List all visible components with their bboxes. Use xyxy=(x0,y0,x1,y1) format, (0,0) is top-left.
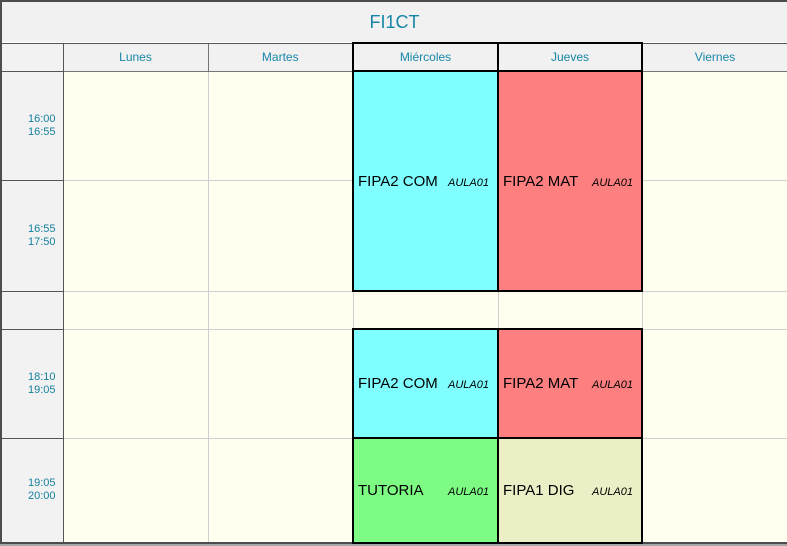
time-end: 17:50 xyxy=(27,235,56,248)
event-fipa2-mat-thu-1810: FIPA2 MAT AULA01 xyxy=(497,328,643,439)
title-row: FI1CT xyxy=(0,0,787,44)
empty-cell-lunes-1905 xyxy=(62,437,209,544)
event-room: AULA01 xyxy=(448,176,489,189)
time-slot-break xyxy=(0,290,64,330)
day-header-row: Lunes Martes Miércoles Jueves Viernes xyxy=(0,42,787,72)
event-title: FIPA2 COM xyxy=(358,172,438,190)
event-title: FIPA1 DIG xyxy=(503,482,575,499)
event-title: FIPA2 MAT xyxy=(503,375,579,392)
slot-row-1655: 16:55 17:50 xyxy=(0,179,787,292)
empty-cell-viernes-1600 xyxy=(641,70,787,181)
corner-cell xyxy=(0,42,64,72)
event-fipa2-com-wed-1810: FIPA2 COM AULA01 xyxy=(352,328,499,439)
time-slot-1810: 18:10 19:05 xyxy=(0,328,64,439)
time-slot-1905: 19:05 20:00 xyxy=(0,437,64,544)
empty-cell-viernes-1655 xyxy=(641,179,787,292)
event-room: AULA01 xyxy=(592,486,633,498)
empty-cell-martes-1655 xyxy=(207,179,354,292)
empty-cell-viernes-1905 xyxy=(641,437,787,544)
event-room: AULA01 xyxy=(592,379,633,391)
empty-cell-lunes-1810 xyxy=(62,328,209,439)
event-room: AULA01 xyxy=(448,486,489,498)
timetable-title: FI1CT xyxy=(0,0,787,44)
break-row xyxy=(0,290,787,330)
page-bottom-strip xyxy=(0,544,787,546)
day-header-jueves: Jueves xyxy=(497,42,643,72)
event-room: AULA01 xyxy=(592,176,633,189)
empty-cell-martes-1810 xyxy=(207,328,354,439)
day-header-miercoles: Miércoles xyxy=(352,42,499,72)
empty-cell-viernes-1810 xyxy=(641,328,787,439)
event-tutoria-wed-1905: TUTORIA AULA01 xyxy=(352,437,499,544)
event-fipa1-dig-thu-1905: FIPA1 DIG AULA01 xyxy=(497,437,643,544)
time-end: 20:00 xyxy=(27,490,56,503)
slot-row-1905: 19:05 20:00 TUTORIA AULA01 FIPA1 DIG AUL… xyxy=(0,437,787,544)
empty-cell-lunes-1655 xyxy=(62,179,209,292)
time-slot-1655: 16:55 17:50 xyxy=(0,179,64,292)
empty-cell-martes-1905 xyxy=(207,437,354,544)
time-slot-1600: 16:00 16:55 xyxy=(0,70,64,181)
event-title: TUTORIA xyxy=(358,482,424,499)
day-header-lunes: Lunes xyxy=(62,42,209,72)
event-title: FIPA2 MAT xyxy=(503,172,579,190)
slot-row-1600: 16:00 16:55 FIPA2 COM AULA01 FIPA2 MAT A… xyxy=(0,70,787,292)
time-start: 16:55 xyxy=(27,222,56,235)
empty-cell-jueves-break xyxy=(497,290,643,330)
empty-cell-martes-1600 xyxy=(207,70,354,181)
event-fipa2-com-wed-1600: FIPA2 COM AULA01 xyxy=(352,70,499,292)
time-start: 19:05 xyxy=(27,477,56,490)
time-start: 18:10 xyxy=(27,370,56,383)
empty-cell-miercoles-break xyxy=(352,290,499,330)
empty-cell-lunes-1600 xyxy=(62,70,209,181)
time-end: 19:05 xyxy=(27,383,56,396)
day-header-viernes: Viernes xyxy=(641,42,787,72)
time-start: 16:00 xyxy=(27,112,56,125)
empty-cell-viernes-break xyxy=(641,290,787,330)
event-title: FIPA2 COM xyxy=(358,375,438,392)
slot-row-1810: 18:10 19:05 FIPA2 COM AULA01 FIPA2 MAT A… xyxy=(0,328,787,439)
empty-cell-lunes-break xyxy=(62,290,209,330)
day-header-martes: Martes xyxy=(207,42,354,72)
event-fipa2-mat-thu-1600: FIPA2 MAT AULA01 xyxy=(497,70,643,292)
empty-cell-martes-break xyxy=(207,290,354,330)
event-room: AULA01 xyxy=(448,379,489,391)
time-end: 16:55 xyxy=(27,125,56,138)
